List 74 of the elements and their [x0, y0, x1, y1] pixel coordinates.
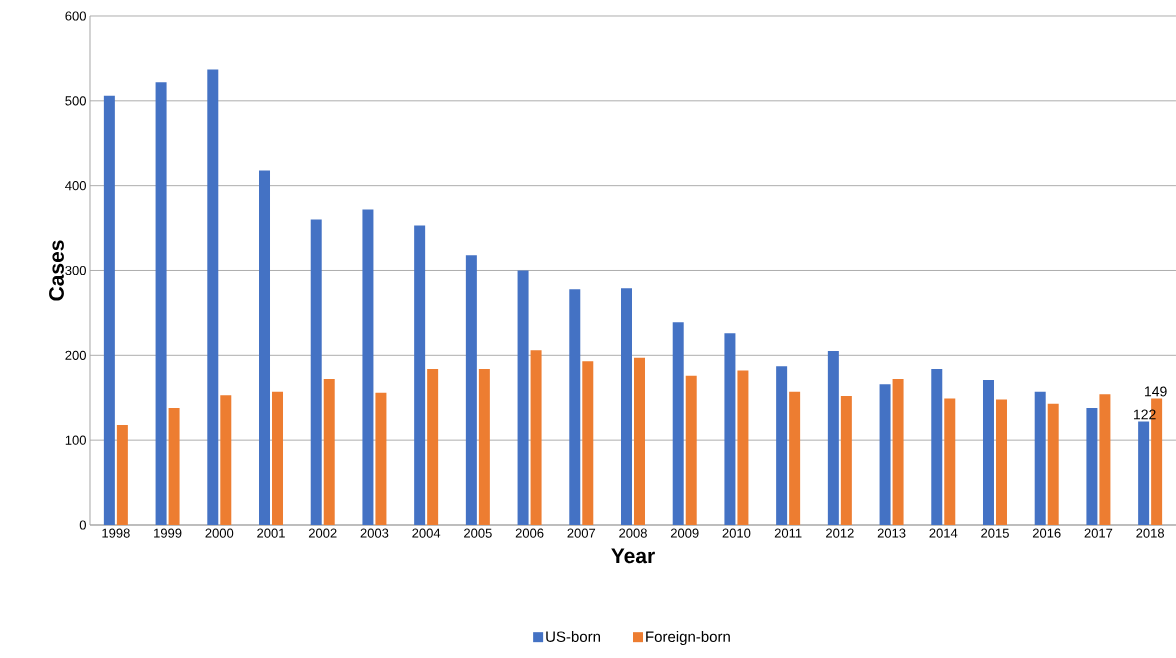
x-tick-label: 2007: [567, 528, 596, 538]
x-tick-label: 2013: [877, 528, 906, 538]
y-tick-label: 100: [65, 435, 86, 445]
bar: [944, 398, 956, 525]
bar: [1034, 391, 1046, 525]
x-tick-label: 1998: [102, 528, 130, 538]
bar: [1086, 407, 1098, 525]
bar: [892, 379, 904, 525]
x-tick-label: 2008: [619, 528, 647, 538]
bar: [1138, 421, 1150, 525]
x-tick-label: 2011: [774, 528, 802, 538]
bar: [116, 424, 128, 525]
bar: [685, 375, 697, 525]
bar: [220, 395, 232, 525]
bar: [427, 368, 439, 525]
x-tick-label: 2009: [670, 528, 699, 538]
bar: [310, 219, 322, 525]
y-tick-label: 300: [65, 265, 86, 276]
x-tick-label: 2010: [722, 528, 751, 538]
bar: [789, 391, 801, 525]
y-tick-label: 500: [65, 96, 86, 106]
x-tick-label: 2006: [515, 528, 544, 538]
bar: [840, 396, 852, 525]
x-tick-label: 2003: [360, 528, 389, 538]
bar: [155, 82, 167, 525]
bar: [724, 333, 736, 525]
data-label: 149: [1145, 386, 1167, 397]
bar: [272, 391, 284, 525]
bar: [207, 69, 219, 525]
bar: [1047, 403, 1059, 525]
bar: [478, 368, 490, 525]
y-tick-label: 200: [65, 350, 86, 360]
bar: [259, 170, 271, 525]
bar: [582, 361, 594, 525]
bar: [103, 95, 115, 525]
x-tick-label: 2005: [464, 528, 492, 538]
bar: [530, 350, 542, 525]
bar: [995, 399, 1007, 525]
x-tick-label: 2018: [1136, 528, 1165, 538]
bar: [827, 351, 839, 525]
x-axis-title: Year: [611, 548, 655, 564]
bar: [634, 357, 645, 525]
bar: [465, 255, 477, 525]
bar: [517, 270, 529, 525]
x-tick-label: 2015: [981, 528, 1009, 538]
legend-label: US-born: [546, 630, 601, 642]
bar: [776, 366, 788, 525]
x-tick-label: 2014: [929, 528, 958, 538]
x-tick-label: 2001: [257, 528, 285, 538]
bar: [414, 225, 426, 525]
x-tick-label: 2017: [1084, 528, 1113, 538]
bar: [362, 209, 374, 525]
x-tick-label: 2012: [826, 528, 854, 538]
y-tick-label: 0: [79, 520, 86, 530]
bar: [1099, 394, 1111, 525]
bar: [621, 288, 632, 525]
x-tick-label: 2000: [205, 528, 234, 538]
bar: [879, 384, 891, 525]
bar: [168, 407, 180, 525]
x-tick-label: 1999: [154, 528, 182, 538]
bar: [323, 379, 335, 525]
bar: [737, 370, 749, 525]
x-tick-label: 2004: [412, 528, 441, 538]
legend-label: Foreign-born: [646, 630, 730, 645]
y-tick-label: 600: [65, 11, 86, 21]
bar: [672, 322, 684, 525]
y-axis-title: Cases: [49, 240, 64, 301]
bar: [375, 392, 387, 525]
bar: [982, 379, 994, 525]
x-tick-label: 2002: [308, 528, 337, 538]
x-tick-label: 2016: [1032, 528, 1061, 538]
bar: [569, 289, 581, 525]
bar: [931, 368, 943, 525]
y-tick-label: 400: [65, 181, 86, 191]
